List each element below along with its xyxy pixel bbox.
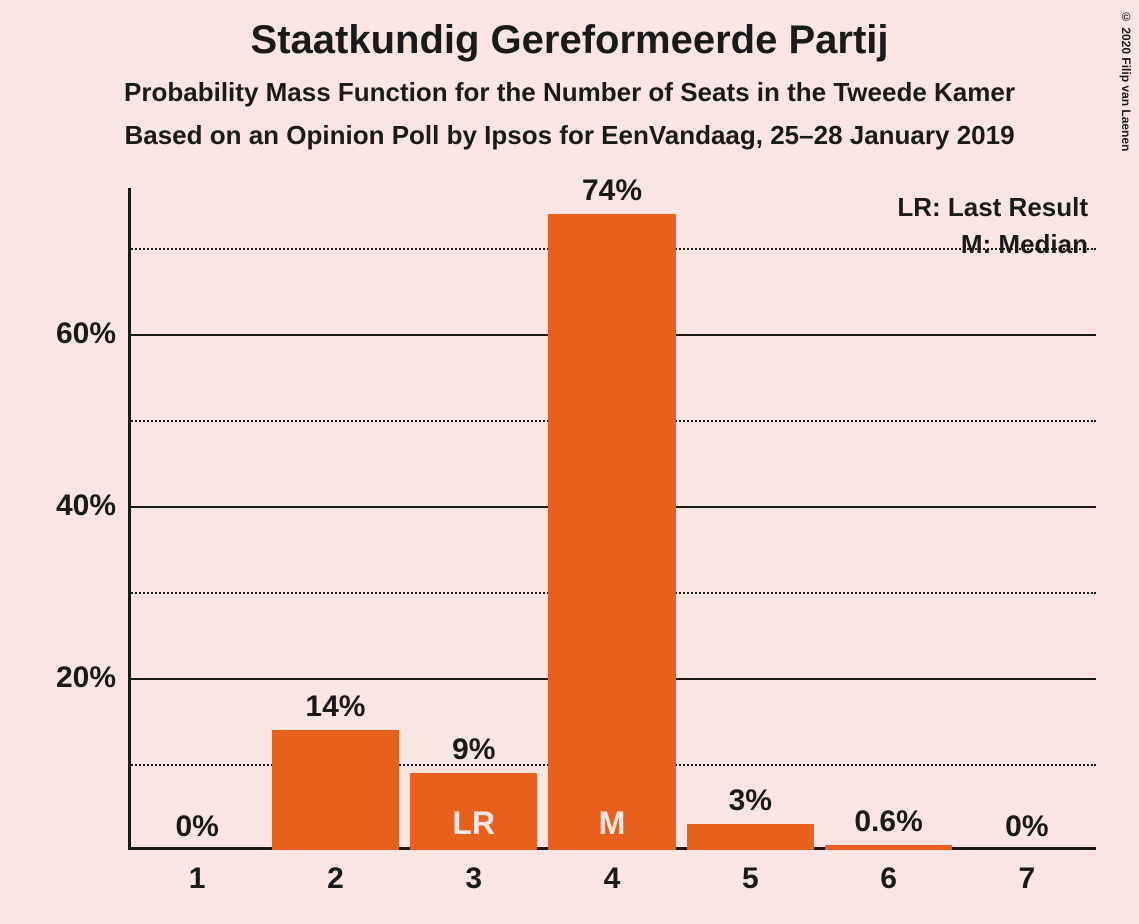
bar-value-label: 9% xyxy=(452,733,495,773)
bar-value-label: 0% xyxy=(1005,810,1048,850)
x-tick-label: 7 xyxy=(1019,850,1036,896)
bar: M xyxy=(548,214,675,850)
bar: LR xyxy=(410,773,537,850)
x-tick-label: 3 xyxy=(465,850,482,896)
bar-inner-label: M xyxy=(599,805,626,842)
bar-value-label: 14% xyxy=(305,690,365,730)
x-tick-label: 2 xyxy=(327,850,344,896)
copyright-text: © 2020 Filip van Laenen xyxy=(1119,10,1133,151)
chart-title: Staatkundig Gereformeerde Partij xyxy=(0,0,1139,63)
bar-inner-label: LR xyxy=(452,805,495,842)
x-tick-label: 5 xyxy=(742,850,759,896)
x-tick-label: 6 xyxy=(880,850,897,896)
chart-subtitle-2: Based on an Opinion Poll by Ipsos for Ee… xyxy=(0,120,1139,151)
bar-value-label: 0.6% xyxy=(854,805,922,845)
bar-value-label: 3% xyxy=(729,784,772,824)
y-axis-line xyxy=(128,188,131,850)
bar xyxy=(825,845,952,850)
chart-subtitle-1: Probability Mass Function for the Number… xyxy=(0,77,1139,108)
y-tick-label: 20% xyxy=(56,661,128,695)
legend-median: M: Median xyxy=(897,229,1088,260)
y-tick-label: 40% xyxy=(56,489,128,523)
bar xyxy=(687,824,814,850)
y-tick-label: 60% xyxy=(56,317,128,351)
x-tick-label: 4 xyxy=(604,850,621,896)
chart-plot-area: LR: Last Result M: Median 20%40%60%10%21… xyxy=(128,188,1096,850)
legend-last-result: LR: Last Result xyxy=(897,192,1088,223)
bar-value-label: 74% xyxy=(582,174,642,214)
bar-value-label: 0% xyxy=(175,810,218,850)
bar xyxy=(272,730,399,850)
x-tick-label: 1 xyxy=(189,850,206,896)
